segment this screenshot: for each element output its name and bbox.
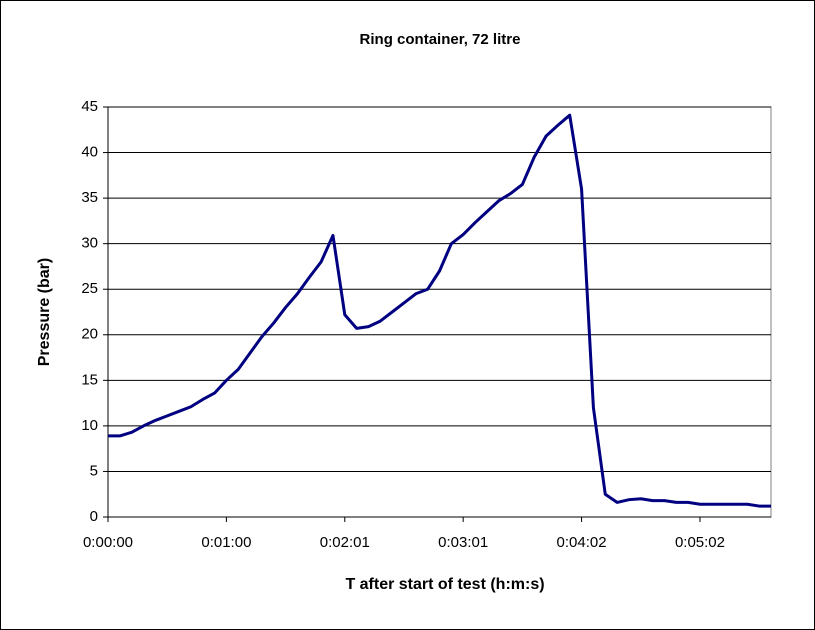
x-axis-title: T after start of test (h:m:s) xyxy=(345,576,544,593)
x-tick-label: 0:04:02 xyxy=(557,534,607,551)
x-tick-label: 0:00:00 xyxy=(83,534,133,551)
plot-area xyxy=(107,106,772,518)
y-tick-label: 30 xyxy=(81,235,98,252)
y-tick-label: 0 xyxy=(90,508,98,525)
y-tick-label: 45 xyxy=(81,98,98,115)
y-axis-title: Pressure (bar) xyxy=(36,258,53,367)
y-tick-label: 25 xyxy=(81,280,98,297)
line-series xyxy=(108,113,771,508)
chart-title: Ring container, 72 litre xyxy=(360,31,521,48)
x-tick-label: 0:02:01 xyxy=(320,534,370,551)
y-tick-label: 5 xyxy=(90,462,98,479)
y-tick-label: 15 xyxy=(81,371,98,388)
x-tick-label: 0:01:00 xyxy=(201,534,251,551)
y-tick-label: 35 xyxy=(81,189,98,206)
x-tick-label: 0:03:01 xyxy=(438,534,488,551)
x-tick-label: 0:05:02 xyxy=(675,534,725,551)
y-tick-label: 10 xyxy=(81,417,98,434)
y-tick-label: 20 xyxy=(81,326,98,343)
y-tick-label: 40 xyxy=(81,144,98,161)
